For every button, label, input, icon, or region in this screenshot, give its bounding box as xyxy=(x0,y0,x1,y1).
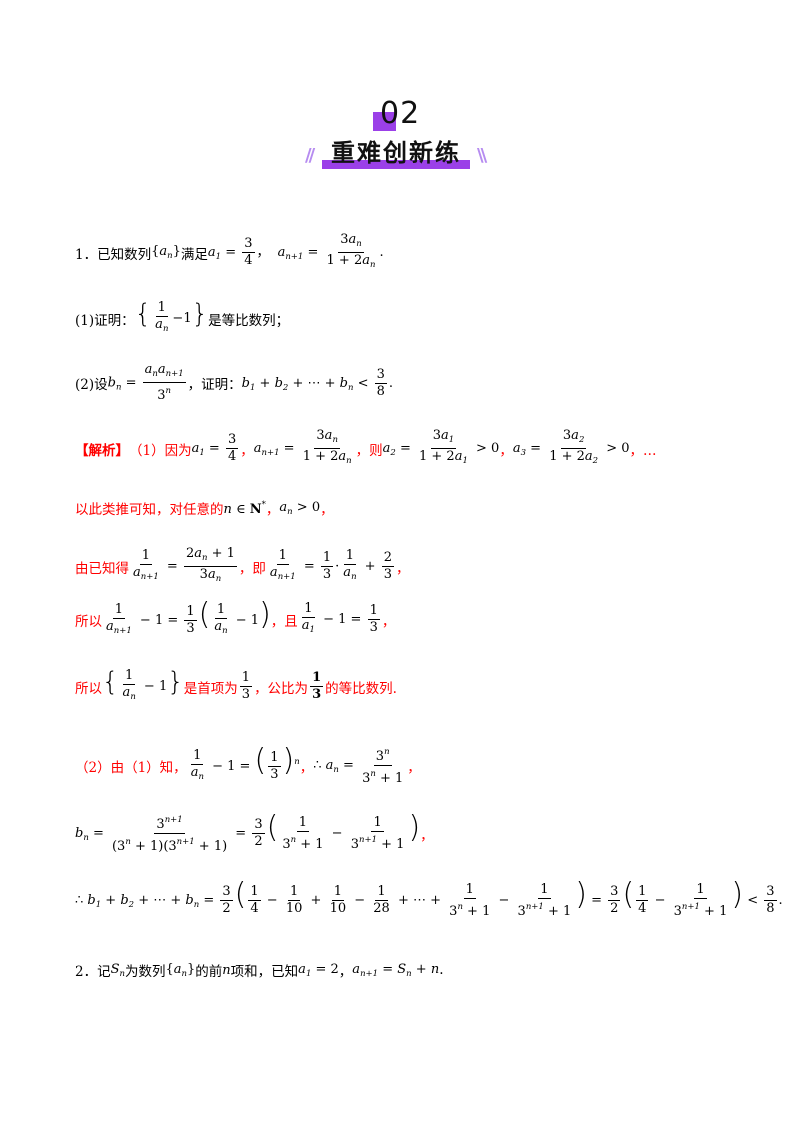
solution-step-6-text: （2）由（1）知， xyxy=(75,759,187,776)
solution-step-2-text: 以此类推可知，对任意的 xyxy=(75,502,224,518)
formula-an-closed-form: ∴ an = 3n 3n + 1 xyxy=(313,744,407,787)
formula-sum-bound: ∴ b1 + b2 + ⋯ + bn = 3 2(1 4 − 1 10 + 1 10 −… xyxy=(75,877,783,919)
formula-sequence-set: {1 an − 1} xyxy=(102,667,184,702)
formula-a3-positive: a3 = 3a2 1 + 2a2 > 0 xyxy=(512,428,630,466)
formula-sequence-an: {an} xyxy=(151,244,181,261)
solution-step-7: bn = 3n+1 (3n + 1)(3n+1 + 1) = 3 2(1 3n + 1… xyxy=(75,810,434,855)
question-2-label: 2．记 xyxy=(75,964,111,980)
part-2-label: (2)设 xyxy=(75,377,108,393)
solution-step-5-suffix: 的等比数列. xyxy=(325,680,397,697)
solution-step-3-mid: ，即 xyxy=(238,560,266,577)
question-1-label: 1．已知数列 xyxy=(75,246,152,263)
question-1-text: 满足 xyxy=(180,246,208,263)
question-1-part-2: (2)设 bn = anan+1 3n ，证明： b1 + b2 + ⋯ + bn… xyxy=(75,362,393,404)
formula-bn-definition: bn = anan+1 3n xyxy=(107,362,186,403)
formula-recurrence-again: an+1 = 3an 1 + 2an xyxy=(253,428,352,466)
solution-step-8: ∴ b1 + b2 + ⋯ + bn = 3 2(1 4 − 1 10 + 1 10 −… xyxy=(75,880,783,920)
formula-n-natural: n ∈ N* xyxy=(223,499,266,517)
solution-tag: 【解析】 xyxy=(75,442,129,459)
formula-n: n xyxy=(222,962,231,978)
question-2-text-2: 的前 xyxy=(195,964,223,980)
solution-step-3: 由已知得 1 an+1 = 2an + 1 3an ，即 1 an+1 = 1 3 · 1 a… xyxy=(75,546,410,587)
formula-recurrence: an+1 = 3an 1 + 2an. xyxy=(277,232,384,270)
solution-step-1-text: （1）因为 xyxy=(129,442,192,459)
solution-step-4: 所以 1 an+1 − 1 = 1 3(1 an − 1) ，且 1 a1 − 1 = … xyxy=(75,600,395,639)
part-1-label: (1)证明： xyxy=(75,312,135,329)
number-badge xyxy=(373,112,396,131)
question-1-stem: 1．已知数列 {an} 满足 a1 = 3 4， an+1 = 3an 1 + 2a… xyxy=(75,232,384,273)
formula-general-relation: 1 an − 1 = (1 3)n xyxy=(190,743,300,783)
question-2-text-1: 为数列 xyxy=(124,964,166,980)
solution-step-5-mid1: 是首项为 xyxy=(183,680,238,697)
formula-an-positive: an > 0 xyxy=(279,499,321,517)
solution-step-6: （2）由（1）知， 1 an − 1 = (1 3)n ， ∴ an = 3n 3n … xyxy=(75,743,421,787)
section-title: 重难创新练 xyxy=(331,139,461,167)
solution-step-5-text: 所以 xyxy=(75,680,102,697)
slash-decoration-left: // xyxy=(305,145,315,166)
formula-a1: a1 = 3 4， xyxy=(207,236,270,268)
formula-sn: Sn xyxy=(110,961,125,979)
part-1-text: 是等比数列； xyxy=(208,312,290,329)
part-2-text: ，证明： xyxy=(187,377,242,393)
formula-a1-equals-2: a1 = 2 xyxy=(298,961,339,979)
formula-q2-recurrence: an+1 = Sn + n xyxy=(352,961,440,979)
solution-step-2: 以此类推可知，对任意的 n ∈ N* ， an > 0 ， xyxy=(75,499,334,519)
formula-a2-positive: a2 = 3a1 1 + 2a1 > 0 xyxy=(382,428,500,466)
section-number: 02 xyxy=(380,96,421,131)
solution-step-4-mid: ，且 xyxy=(270,613,298,630)
formula-reciprocal-recurrence: 1 an+1 = 2an + 1 3an xyxy=(133,546,237,584)
question-2-stem: 2．记 Sn 为数列 {an} 的前 n 项和，已知 a1 = 2 ， an+1… xyxy=(75,961,444,981)
solution-step-5-mid2: ，公比为 xyxy=(254,680,309,697)
question-1-part-1: (1)证明： {1 an −1} 是等比数列； xyxy=(75,300,289,337)
formula-sequence-an-q2: {an} xyxy=(165,961,196,979)
solution-step-3-text: 由已知得 xyxy=(75,560,129,577)
formula-geometric-relation: 1 an+1 − 1 = 1 3(1 an − 1) xyxy=(106,597,271,637)
formula-bn-telescoping: bn = 3n+1 (3n + 1)(3n+1 + 1) = 3 2(1 3n + 1… xyxy=(75,810,421,855)
solution-then: ，则 xyxy=(355,442,383,459)
slash-decoration-right: \\ xyxy=(477,145,487,166)
formula-reciprocal-minus-one: {1 an −1} xyxy=(134,299,209,334)
question-2-text-3: 项和，已知 xyxy=(230,964,299,980)
title-highlight-bar xyxy=(322,160,470,169)
solution-step-4-text: 所以 xyxy=(75,613,102,630)
solution-ellipsis: ，… xyxy=(629,442,657,459)
